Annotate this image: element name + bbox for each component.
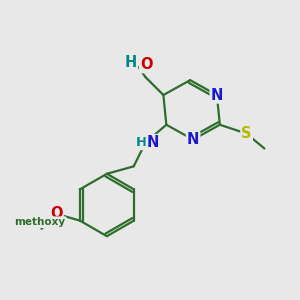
- Text: N: N: [147, 135, 159, 150]
- Text: S: S: [241, 126, 252, 141]
- Text: H: H: [124, 55, 137, 70]
- Text: O: O: [140, 57, 152, 72]
- Text: N: N: [211, 88, 223, 103]
- Text: H: H: [136, 136, 147, 149]
- Text: N: N: [187, 132, 199, 147]
- Text: O: O: [50, 206, 63, 221]
- Text: methoxy: methoxy: [14, 217, 66, 227]
